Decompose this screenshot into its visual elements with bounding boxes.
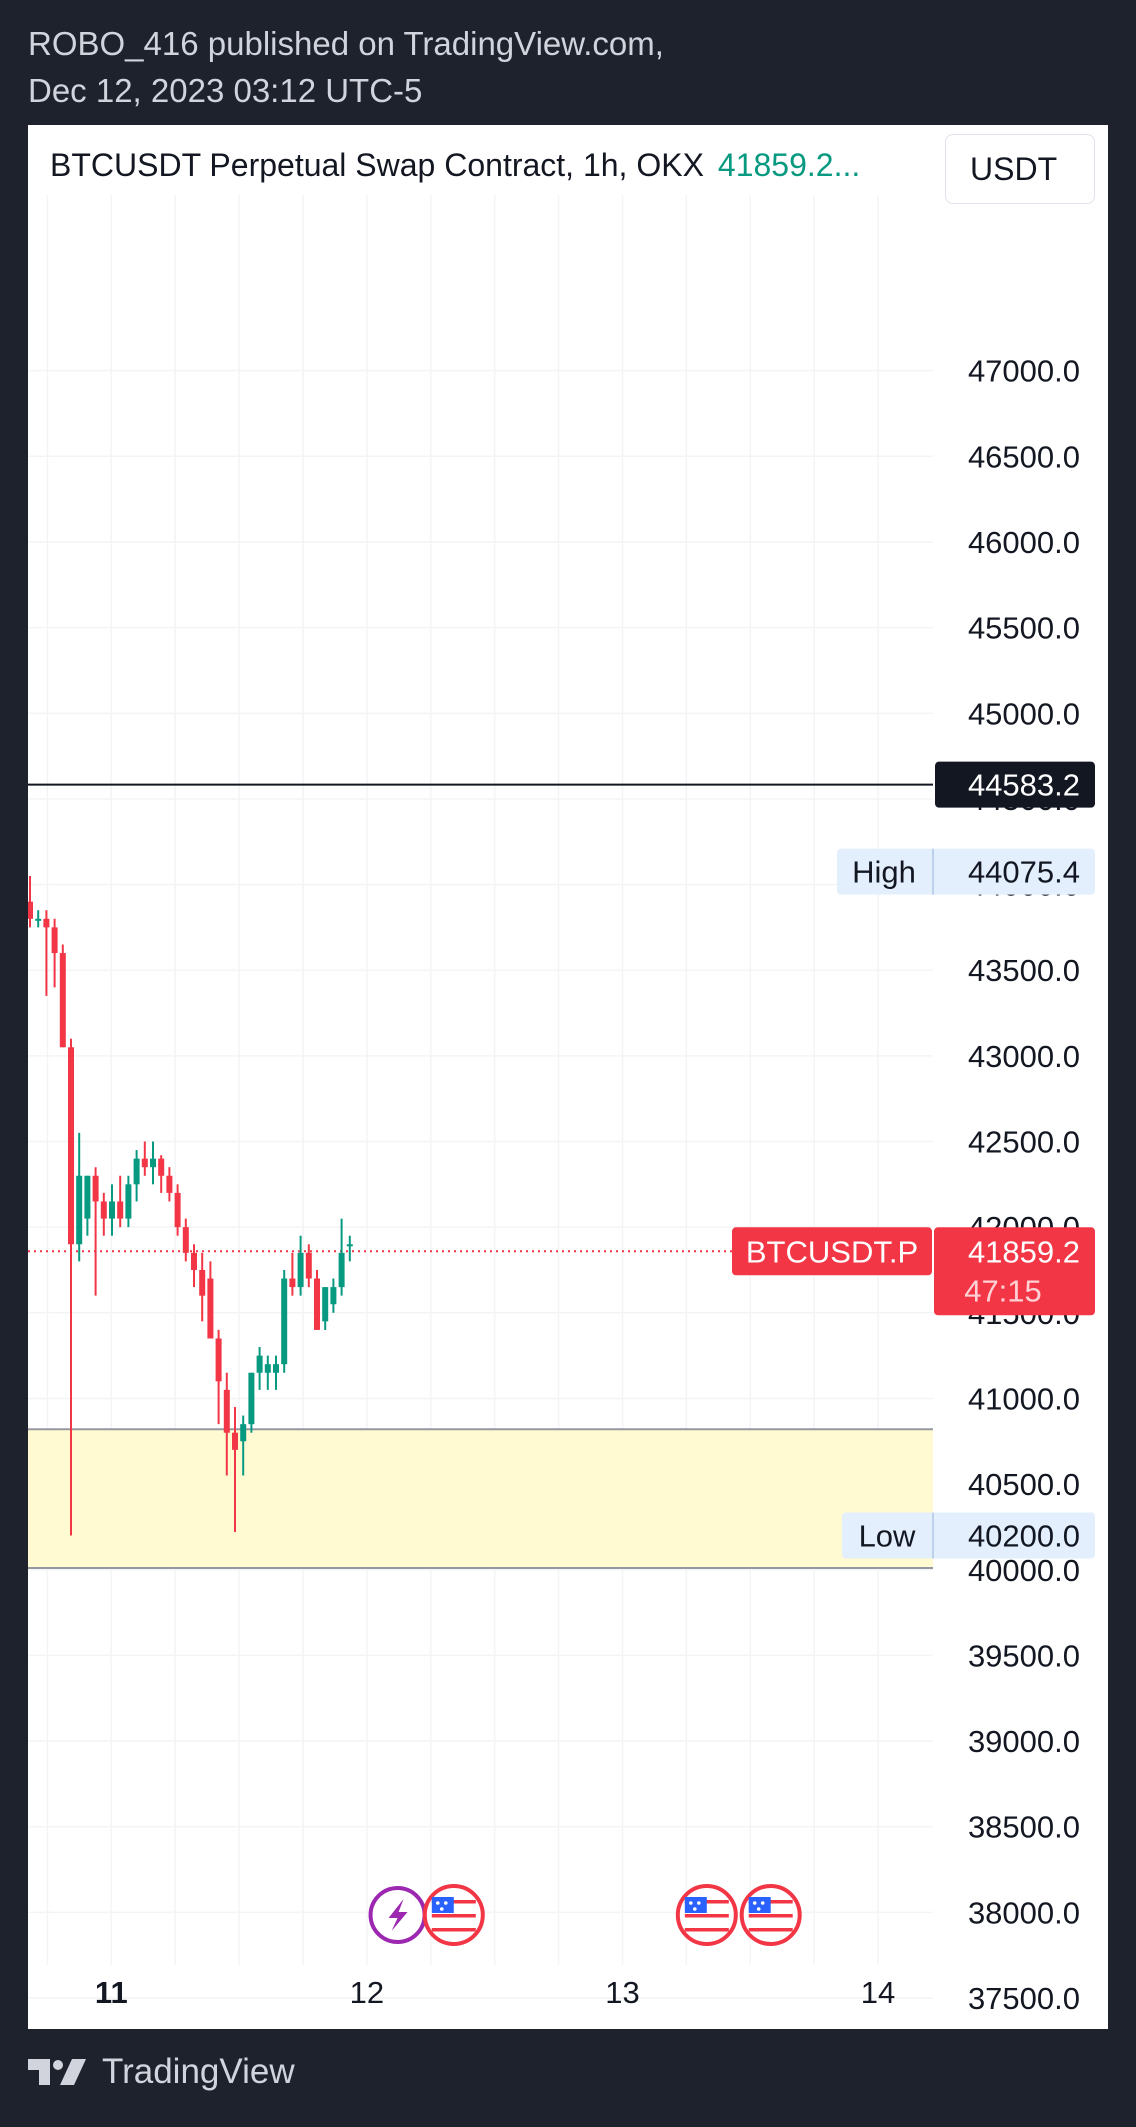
candle-body <box>240 1424 247 1442</box>
x-axis-tick-label: 11 <box>95 1975 128 2010</box>
footer-brand[interactable]: TradingView <box>102 2052 295 2091</box>
y-axis-tick-label: 45500.0 <box>968 611 1080 646</box>
y-axis-tick-label: 42500.0 <box>968 1125 1080 1160</box>
candle-body <box>264 1364 271 1373</box>
x-axis-tick-label: 14 <box>861 1975 895 2010</box>
us-flag-event-icon[interactable] <box>675 1884 738 1946</box>
demand-zone <box>28 1429 933 1569</box>
us-flag-event-icon[interactable] <box>739 1884 802 1946</box>
last-price-value: 41859.2 <box>968 1234 1080 1269</box>
x-axis-tick-label: 13 <box>605 1975 639 2010</box>
candle-body <box>289 1278 296 1288</box>
chart-title-row: BTCUSDT Perpetual Swap Contract, 1h, OKX… <box>50 147 860 184</box>
candle-body <box>141 1158 148 1168</box>
candle-body <box>59 953 66 1048</box>
candle-body <box>150 1158 156 1168</box>
candle-body <box>84 1175 91 1219</box>
candle-body <box>215 1338 222 1382</box>
candle-body <box>232 1432 238 1450</box>
publish-date: Dec 12, 2023 03:12 UTC-5 <box>28 72 423 109</box>
high-label-value: 44075.4 <box>968 855 1080 890</box>
y-axis-tick-label: 43500.0 <box>968 953 1080 988</box>
candle-body <box>51 927 58 954</box>
y-axis-tick-label: 43000.0 <box>968 1039 1080 1074</box>
candle-body <box>76 1175 83 1245</box>
candle-body <box>223 1389 230 1433</box>
publisher-line: ROBO_416 published on TradingView.com, <box>28 25 664 62</box>
candle-body <box>199 1269 206 1296</box>
candle-body <box>92 1175 99 1202</box>
candle-body <box>68 1047 74 1245</box>
y-axis-tick-label: 40500.0 <box>968 1467 1080 1502</box>
y-axis-tick-label: 46000.0 <box>968 525 1080 560</box>
currency-button[interactable]: USDT <box>945 134 1095 204</box>
y-axis-tick-label: 39500.0 <box>968 1638 1080 1673</box>
candle-body <box>305 1252 312 1279</box>
symbol-label: BTCUSDT.P <box>746 1234 918 1269</box>
candle-body <box>28 901 33 919</box>
y-axis-tick-label: 40000.0 <box>968 1553 1080 1588</box>
candle-body <box>117 1201 124 1219</box>
low-label-value: 40200.0 <box>968 1518 1080 1553</box>
y-axis-tick-label: 38000.0 <box>968 1895 1080 1930</box>
candle-body <box>100 1201 107 1219</box>
candle-body <box>281 1278 288 1365</box>
lightning-event-icon[interactable] <box>368 1886 427 1944</box>
low-label-text: Low <box>859 1518 916 1553</box>
chart-title: BTCUSDT Perpetual Swap Contract, 1h, OKX <box>50 147 704 183</box>
candle-body <box>125 1184 132 1219</box>
chart-panel[interactable]: 47000.046500.046000.045500.045000.044500… <box>28 125 1108 2029</box>
candle-body <box>133 1158 140 1185</box>
tradingview-logo-icon[interactable] <box>28 2058 88 2086</box>
us-flag-event-icon[interactable] <box>422 1884 485 1946</box>
price-chart[interactable]: 47000.046500.046000.045500.045000.044500… <box>28 125 1108 2029</box>
horizontal-line-label-bg <box>935 761 1095 808</box>
y-axis-tick-label: 39000.0 <box>968 1724 1080 1759</box>
candle-body <box>330 1287 337 1305</box>
y-axis-tick-label: 47000.0 <box>968 354 1080 389</box>
candle-body <box>338 1252 345 1288</box>
x-axis-tick-label: 12 <box>350 1975 384 2010</box>
header-last-price: 41859.2... <box>717 147 861 183</box>
last-price-countdown: 47:15 <box>964 1273 1042 1308</box>
footer: TradingView <box>28 2052 295 2092</box>
candle-body <box>297 1252 304 1288</box>
candle-body <box>314 1278 320 1330</box>
high-label-bg <box>837 848 1095 895</box>
candle-body <box>322 1287 329 1322</box>
y-axis-tick-label: 46500.0 <box>968 439 1080 474</box>
y-axis-tick-label: 41000.0 <box>968 1381 1080 1416</box>
candle-body <box>43 918 50 928</box>
candle-body <box>182 1227 189 1253</box>
high-label-text: High <box>852 855 916 890</box>
candle-body <box>109 1201 115 1219</box>
y-axis-tick-label: 45000.0 <box>968 696 1080 731</box>
candle-body <box>166 1175 173 1193</box>
candle-body <box>207 1278 214 1339</box>
candle-body <box>273 1364 279 1373</box>
y-axis-tick-label: 37500.0 <box>968 1981 1080 2016</box>
low-label-bg <box>842 1512 1095 1559</box>
candle-body <box>35 918 42 921</box>
candle-body <box>256 1355 263 1373</box>
candle-body <box>158 1158 165 1176</box>
symbol-label-bg <box>732 1227 932 1276</box>
candle-body <box>346 1244 353 1247</box>
y-axis-tick-label: 38500.0 <box>968 1810 1080 1845</box>
candle-body <box>248 1372 255 1425</box>
last-price-label-bg <box>934 1227 1095 1316</box>
candle-body <box>191 1252 197 1270</box>
publisher-info: ROBO_416 published on TradingView.com, D… <box>28 20 664 114</box>
candle-body <box>174 1192 181 1228</box>
horizontal-line-price-label: 44583.2 <box>968 768 1080 803</box>
